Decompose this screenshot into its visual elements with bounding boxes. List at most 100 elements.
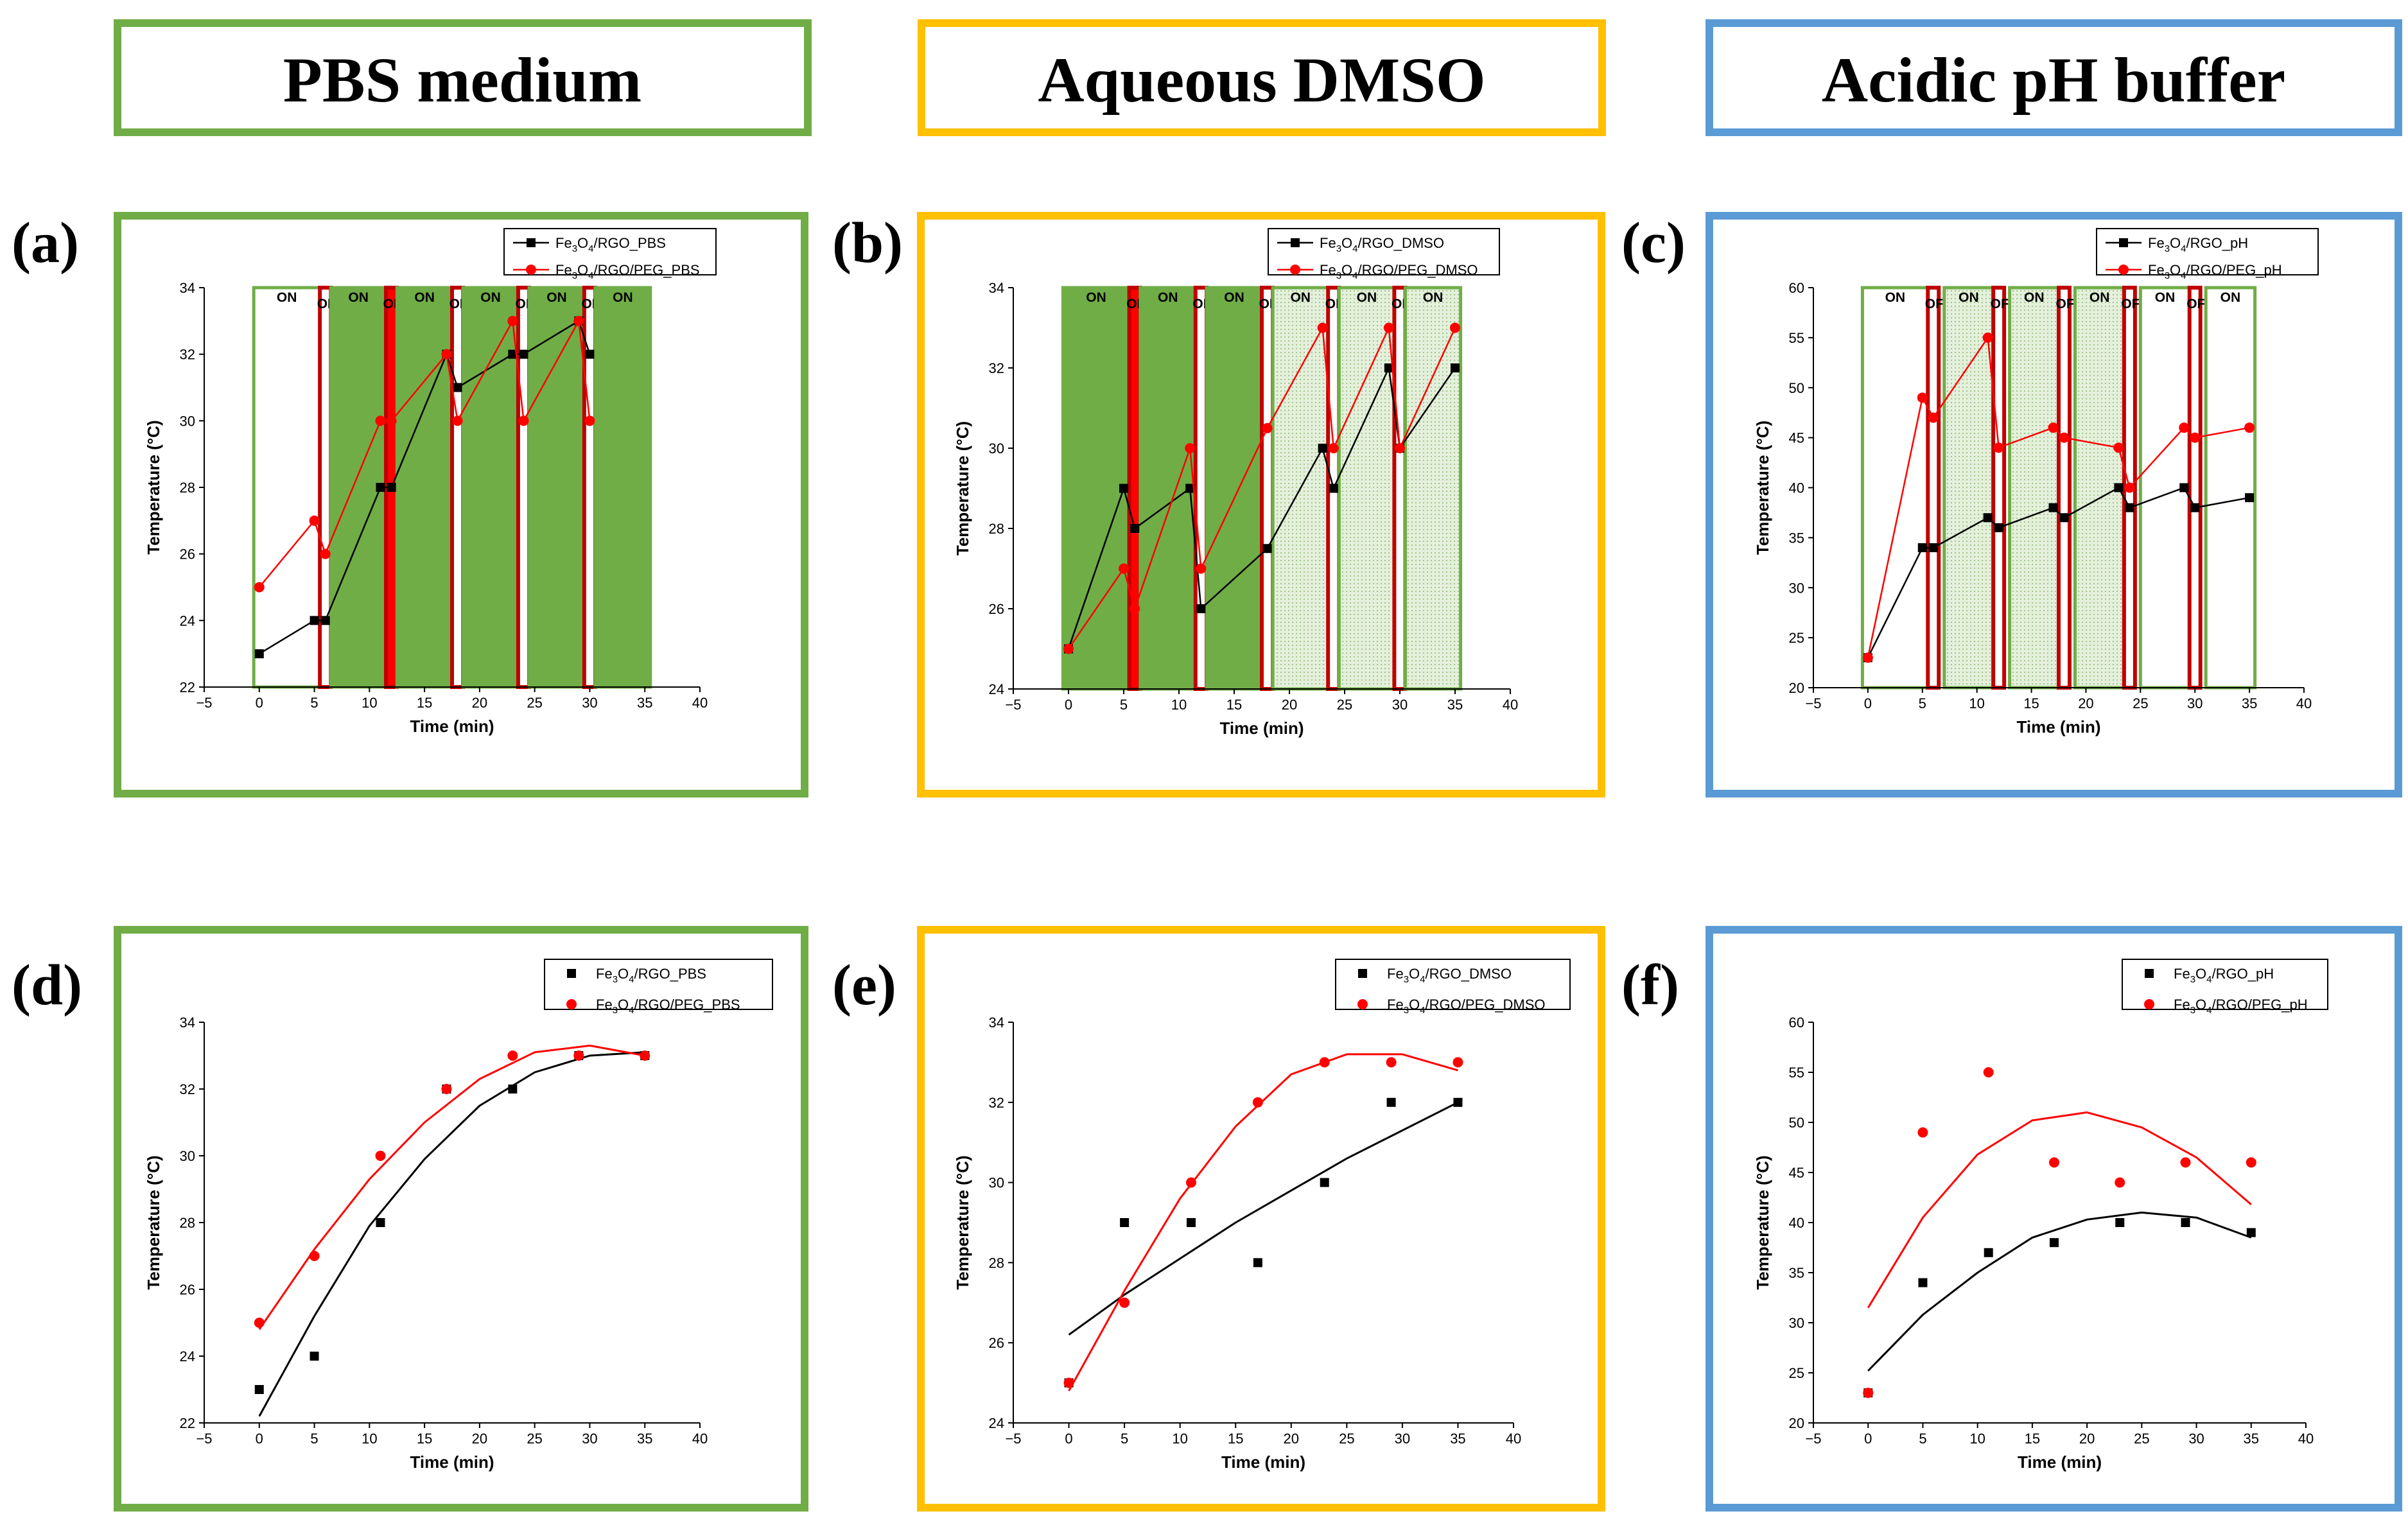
data-point: [1185, 443, 1196, 453]
y-tick-label: 32: [989, 360, 1004, 376]
header-dmso: Aqueous DMSO: [918, 19, 1606, 136]
legend-label: Fe3O4/RGO_PBS: [555, 235, 666, 254]
y-tick-label: 24: [989, 681, 1004, 697]
data-point: [2179, 423, 2190, 433]
legend-box: [2122, 959, 2328, 1010]
data-point: [1319, 1057, 1330, 1068]
legend: Fe3O4/RGO_PBS Fe3O4/RGO/PEG_PBS: [544, 959, 773, 1016]
y-tick-label: 40: [1789, 1215, 1804, 1231]
x-tick-label: 10: [1172, 1431, 1187, 1447]
state-label-on: ON: [414, 290, 435, 305]
data-point: [1994, 523, 2003, 532]
y-tick-label: 55: [1789, 1065, 1804, 1081]
data-point: [1063, 643, 1074, 654]
x-tick-label: 15: [2023, 695, 2039, 711]
data-point: [441, 349, 452, 360]
chart-a: ONOFFONOFFONOFFONOFFONOFFON−505101520253…: [144, 228, 717, 736]
y-tick-label: 20: [1789, 1415, 1804, 1431]
data-point: [1120, 1218, 1130, 1227]
header-ph: Acidic pH buffer: [1706, 19, 2402, 136]
data-point: [519, 349, 528, 359]
data-point: [453, 383, 462, 392]
x-tick-label: 20: [472, 1431, 487, 1447]
header-pbs: PBS medium: [114, 19, 812, 136]
x-tick-label: 25: [2134, 1431, 2149, 1447]
state-label-on: ON: [1357, 290, 1377, 305]
data-point: [1993, 442, 2004, 453]
chart-d: −5 0 5 10 15 20 25 30 35 40 22 24 26 28 30 32 34 Time (mi…: [144, 959, 773, 1472]
y-tick-label: 60: [1789, 280, 1804, 296]
state-band-on: [252, 286, 322, 689]
data-point: [1917, 392, 1928, 403]
data-point: [1317, 322, 1328, 333]
data-point: [1450, 322, 1460, 333]
y-tick-label: 26: [180, 1282, 195, 1298]
y-tick-label: 30: [989, 440, 1004, 457]
state-label-on: ON: [613, 290, 633, 305]
state-band-on: [593, 286, 652, 689]
x-tick-label: 30: [1392, 697, 1408, 713]
legend-marker: [1291, 238, 1300, 247]
data-point: [1196, 563, 1207, 574]
y-tick-label: 32: [180, 1081, 195, 1097]
x-tick-label: 20: [2078, 695, 2093, 711]
x-axis-title: Time (min): [2018, 1452, 2102, 1472]
legend: Fe3O4/RGO_DMSO Fe3O4/RGO/PEG_DMSO: [1335, 959, 1571, 1016]
x-tick-label: −5: [1005, 1431, 1021, 1447]
panel-label-e: (e): [832, 954, 896, 1017]
legend-box: [1268, 228, 1500, 275]
y-tick-label: 32: [180, 347, 195, 363]
legend-box: [544, 959, 773, 1010]
legend: Fe3O4/RGO_pH Fe3O4/RGO/PEG_pH: [2122, 959, 2328, 1016]
y-tick-label: 35: [1789, 1265, 1804, 1281]
legend: Fe3O4/RGO_pH Fe3O4/RGO/PEG_pH: [2096, 228, 2319, 281]
data-point: [573, 315, 584, 326]
y-tick-label: 30: [180, 1148, 195, 1164]
data-point: [2181, 1218, 2190, 1227]
x-tick-label: 40: [692, 695, 708, 711]
data-point: [1262, 544, 1272, 553]
x-tick-label: 20: [1282, 697, 1297, 713]
y-tick-label: 35: [1789, 530, 1804, 546]
chart-c: ON OFF ON OFF ON OFF ON OFF ON OFF ON−5 0 5 10 15 20 25 3…: [1753, 228, 2319, 736]
y-tick-label: 40: [1789, 480, 1804, 496]
header-dmso-frame: [918, 19, 1606, 136]
y-tick-label: 28: [989, 1255, 1004, 1271]
state-label-on: ON: [2220, 290, 2241, 305]
panel-label-c: (c): [1621, 211, 1686, 275]
panel-d-frame: [114, 926, 808, 1512]
y-tick-label: 45: [1789, 1165, 1804, 1181]
data-point: [1917, 1127, 1928, 1138]
legend-label: Fe3O4/RGO/PEG_PBS: [596, 997, 740, 1016]
data-point: [507, 1050, 518, 1061]
data-point: [1130, 604, 1140, 614]
data-point: [1318, 444, 1327, 453]
x-tick-label: 0: [1065, 1431, 1072, 1447]
legend-label: Fe3O4/RGO_DMSO: [1387, 966, 1512, 985]
y-tick-label: 34: [989, 280, 1004, 296]
state-band-on: [1942, 286, 1995, 690]
x-tick-label: 40: [2296, 695, 2312, 711]
fit-curve: [1867, 1211, 2252, 1372]
x-tick-label: 35: [1447, 697, 1463, 713]
panel-label-f: (f): [1621, 954, 1679, 1017]
data-point: [1928, 412, 1939, 423]
y-tick-label: 26: [989, 601, 1004, 617]
data-point: [310, 616, 319, 625]
data-point: [1862, 652, 1873, 663]
data-point: [1386, 1057, 1397, 1068]
data-point: [507, 315, 518, 326]
data-point: [640, 1050, 650, 1061]
data-point: [254, 1385, 264, 1394]
state-label-on: ON: [2155, 290, 2176, 305]
data-point: [2190, 503, 2200, 512]
x-tick-label: 15: [417, 1431, 432, 1447]
x-tick-label: 35: [1450, 1431, 1465, 1447]
data-point: [386, 415, 397, 426]
x-tick-label: 30: [582, 1431, 597, 1447]
x-tick-label: 35: [2242, 695, 2257, 711]
panel-e-frame: [917, 926, 1605, 1512]
data-point: [1983, 1067, 1994, 1077]
data-point: [320, 616, 330, 625]
legend-marker: [527, 238, 536, 247]
